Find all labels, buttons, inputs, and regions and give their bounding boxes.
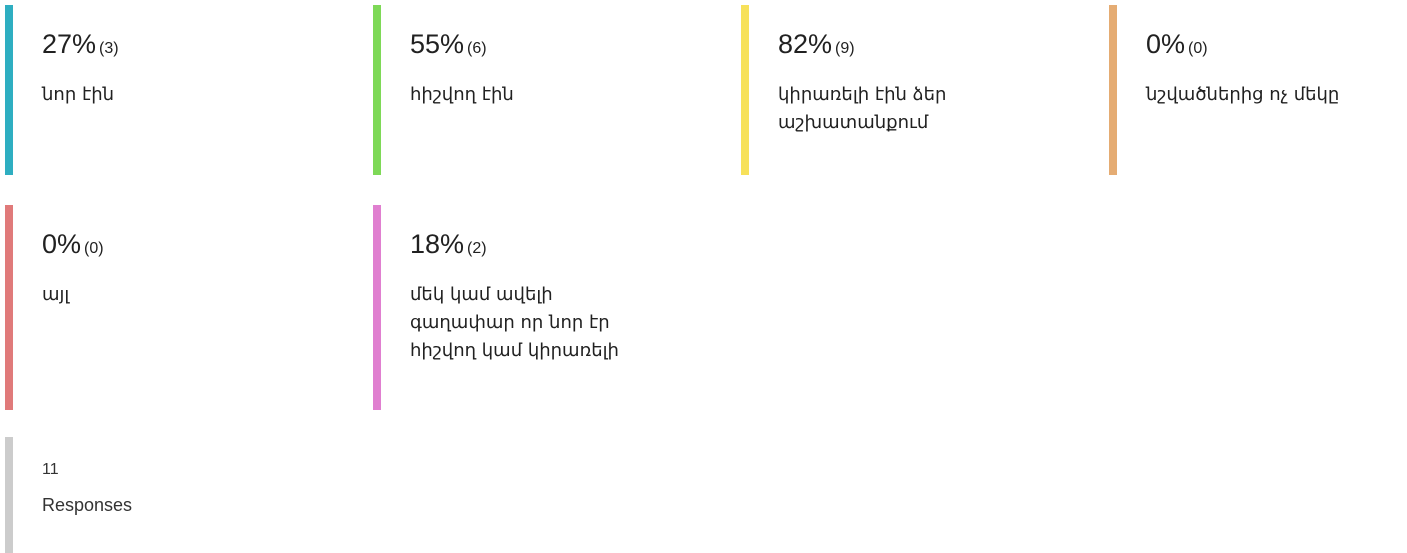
label-line: այլ (42, 284, 70, 305)
color-bar (373, 5, 381, 175)
option-label: նշվածներից ոչ մեկը (1146, 81, 1339, 109)
responses-count: 11 (42, 461, 59, 478)
stat-head: 0% (0) (42, 229, 104, 260)
label-line: գաղափար որ նոր էր (410, 312, 610, 333)
count: (9) (835, 40, 855, 57)
option-label: հիշվող էին (410, 81, 514, 109)
stat-item: 0% (0) նշվածներից ոչ մեկը (1109, 5, 1407, 175)
color-bar (5, 205, 13, 410)
stat-item: 55% (6) հիշվող էին (373, 5, 733, 175)
color-bar (5, 5, 13, 175)
percent: 0% (1146, 29, 1186, 59)
stat-item: 27% (3) նոր էին (5, 5, 365, 175)
percent: 55% (410, 29, 465, 59)
stat-head: 55% (6) (410, 29, 487, 60)
responses: 11 Responses (5, 437, 305, 553)
percent: 18% (410, 229, 465, 259)
label-line: աշխատանքում (778, 112, 929, 133)
option-label: նոր էին (42, 81, 114, 109)
count: (0) (1188, 40, 1208, 57)
label-line: հիշվող էին (410, 84, 514, 105)
stat-head: 0% (0) (1146, 29, 1208, 60)
responses-bar (5, 437, 13, 553)
stat-head: 27% (3) (42, 29, 119, 60)
count: (0) (84, 240, 104, 257)
stat-item: 18% (2) մեկ կամ ավելի գաղափար որ նոր էր հիշվ… (373, 205, 733, 410)
stat-head: 82% (9) (778, 29, 855, 60)
color-bar (1109, 5, 1117, 175)
label-line: կիրառելի էին ձեր (778, 84, 947, 105)
label-line: հիշվող կամ կիրառելի (410, 340, 619, 361)
stat-item: 82% (9) կիրառելի էին ձեր աշխատանքում (741, 5, 1101, 175)
stat-head: 18% (2) (410, 229, 487, 260)
option-label: այլ (42, 281, 69, 309)
percent: 0% (42, 229, 82, 259)
count: (2) (467, 240, 487, 257)
responses-label: Responses (42, 495, 133, 515)
stat-item: 0% (0) այլ (5, 205, 365, 410)
color-bar (741, 5, 749, 175)
count: (3) (99, 40, 119, 57)
option-label: մեկ կամ ավելի գաղափար որ նոր էր հիշվող կամ… (410, 281, 619, 365)
label-line: նշվածներից ոչ մեկը (1146, 84, 1340, 105)
color-bar (373, 205, 381, 410)
label-line: նոր էին (42, 84, 115, 105)
count: (6) (467, 40, 487, 57)
percent: 82% (778, 29, 833, 59)
label-line: մեկ կամ ավելի (410, 284, 553, 305)
percent: 27% (42, 29, 97, 59)
option-label: կիրառելի էին ձեր աշխատանքում (778, 81, 946, 137)
